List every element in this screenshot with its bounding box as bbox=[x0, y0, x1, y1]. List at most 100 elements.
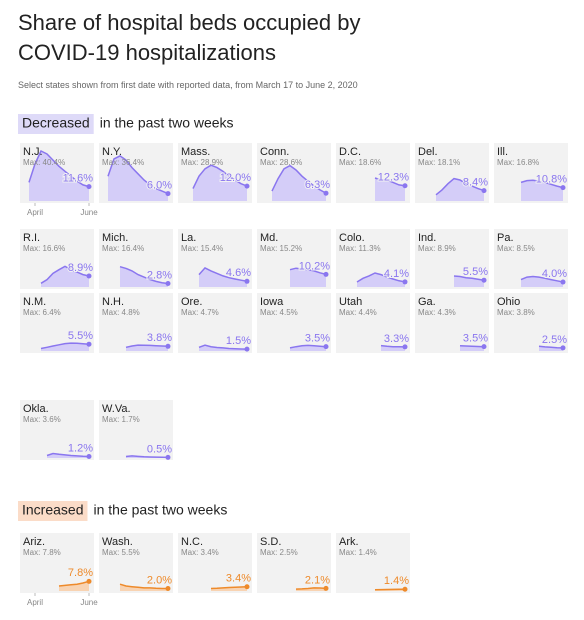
panel-name: R.I. bbox=[23, 232, 40, 244]
end-dot bbox=[86, 184, 92, 190]
value-label: 3.5% bbox=[305, 333, 330, 345]
panel-max: Max: 18.6% bbox=[339, 158, 381, 167]
area bbox=[290, 268, 326, 287]
panel: Del.Max: 18.1% 8.4% bbox=[415, 143, 489, 203]
panel-name: Pa. bbox=[497, 232, 514, 244]
panel: R.I.Max: 16.6%8.9% bbox=[20, 229, 94, 289]
group-caption: in the past two weeks bbox=[93, 502, 227, 518]
panel: W.Va.Max: 1.7% 0.5% bbox=[99, 400, 173, 460]
line bbox=[289, 267, 327, 276]
x-tick-label: April bbox=[27, 598, 43, 607]
line bbox=[374, 588, 405, 591]
area bbox=[272, 165, 326, 201]
end-dot bbox=[323, 271, 329, 277]
panel-name: N.C. bbox=[181, 536, 203, 548]
panel-max: Max: 3.4% bbox=[181, 548, 219, 557]
panel-max: Max: 18.1% bbox=[418, 158, 460, 167]
line bbox=[538, 345, 564, 349]
line bbox=[435, 177, 485, 196]
panel-max: Max: 1.4% bbox=[339, 548, 377, 557]
area bbox=[193, 165, 247, 201]
value-label: 4.6% bbox=[226, 267, 251, 279]
panel-name: Conn. bbox=[260, 146, 289, 158]
line bbox=[289, 344, 327, 349]
value-label: 1.5% bbox=[226, 335, 251, 347]
panel-bg bbox=[415, 293, 489, 353]
area bbox=[108, 155, 168, 201]
line bbox=[40, 265, 90, 284]
area bbox=[521, 276, 563, 287]
panel-max: Max: 4.5% bbox=[260, 308, 298, 317]
panel-max: Max: 4.4% bbox=[339, 308, 377, 317]
panel-bg bbox=[178, 533, 252, 593]
panel-max: Max: 1.7% bbox=[102, 415, 140, 424]
line bbox=[46, 452, 90, 458]
end-dot bbox=[244, 183, 250, 189]
line bbox=[119, 265, 169, 285]
panel-max: Max: 4.3% bbox=[418, 308, 456, 317]
panel-name: Okla. bbox=[23, 403, 49, 415]
panel: N.Y.Max: 36.4% 6.0% bbox=[99, 143, 173, 203]
panel: Colo.Max: 11.3% 4.1% bbox=[336, 229, 410, 289]
line bbox=[198, 344, 248, 350]
panel: S.D.Max: 2.5% 2.1% bbox=[257, 533, 331, 593]
end-dot bbox=[481, 188, 487, 194]
value-label: 5.5% bbox=[463, 266, 488, 278]
value-label: 3.3% bbox=[384, 333, 409, 345]
end-dot bbox=[402, 183, 408, 189]
panel-max: Max: 6.4% bbox=[23, 308, 61, 317]
chart-title: Share of hospital beds occupied by COVID… bbox=[18, 10, 361, 65]
panel-name: Iowa bbox=[260, 296, 284, 308]
value-label: 12.0% bbox=[220, 172, 251, 184]
panel-max: Max: 8.5% bbox=[497, 244, 535, 253]
panel: Ore.Max: 4.7% 1.5% bbox=[178, 293, 252, 353]
group-caption: in the past two weeks bbox=[100, 115, 234, 131]
panel: N.C.Max: 3.4% 3.4% bbox=[178, 533, 252, 593]
value-label: 0.5% bbox=[147, 443, 172, 455]
panel-max: Max: 4.7% bbox=[181, 308, 219, 317]
area bbox=[41, 266, 89, 287]
value-label: 8.9% bbox=[68, 262, 93, 274]
line bbox=[380, 344, 406, 348]
end-dot bbox=[560, 345, 566, 351]
panel-max: Max: 11.3% bbox=[339, 244, 381, 253]
area bbox=[454, 276, 484, 287]
group-highlight bbox=[18, 501, 88, 521]
panel-name: D.C. bbox=[339, 146, 361, 158]
value-label: 3.8% bbox=[147, 332, 172, 344]
group-highlight bbox=[18, 114, 94, 134]
panel-bg bbox=[336, 293, 410, 353]
x-tick-label: April bbox=[27, 208, 43, 217]
panel: N.J.Max: 40.4% 11.6% bbox=[20, 143, 94, 203]
panel: Ill.Max: 16.8% 10.8% bbox=[494, 143, 568, 203]
end-dot bbox=[165, 343, 171, 349]
panel: Pa.Max: 8.5% 4.0% bbox=[494, 229, 568, 289]
panel: D.C.Max: 18.6% 12.3% bbox=[336, 143, 410, 203]
end-dot bbox=[86, 341, 92, 347]
line bbox=[107, 155, 169, 195]
end-dot bbox=[481, 344, 487, 350]
panel: Ark.Max: 1.4% 1.4% bbox=[336, 533, 410, 593]
panel-name: Ga. bbox=[418, 296, 436, 308]
panel-bg bbox=[494, 293, 568, 353]
area bbox=[120, 584, 168, 591]
panel-max: Max: 8.9% bbox=[418, 244, 456, 253]
panel-max: Max: 16.6% bbox=[23, 244, 65, 253]
end-dot bbox=[86, 578, 92, 584]
panel: N.H.Max: 4.8% 3.8% bbox=[99, 293, 173, 353]
panel-name: Ariz. bbox=[23, 536, 45, 548]
panel-name: Wash. bbox=[102, 536, 133, 548]
value-label: 2.1% bbox=[305, 574, 330, 586]
area bbox=[199, 267, 247, 287]
end-dot bbox=[402, 344, 408, 350]
end-dot bbox=[560, 279, 566, 285]
panel-bg bbox=[257, 533, 331, 593]
value-label: 5.5% bbox=[68, 330, 93, 342]
panel-max: Max: 16.8% bbox=[497, 158, 539, 167]
end-dot bbox=[402, 279, 408, 285]
panel-max: Max: 15.2% bbox=[260, 244, 302, 253]
area bbox=[29, 151, 89, 201]
